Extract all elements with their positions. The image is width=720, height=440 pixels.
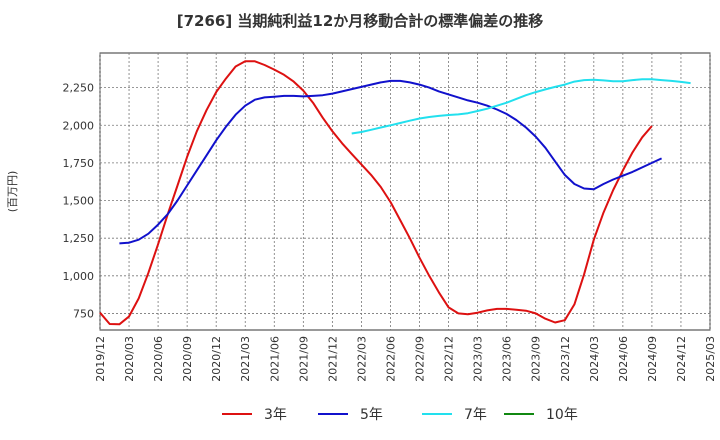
series-line [351,78,691,135]
x-tick-label: 2023/06 [501,336,514,382]
x-tick-label: 2021/03 [239,336,252,382]
legend-label: 7年 [464,407,487,423]
x-tick-label: 2022/12 [443,336,456,382]
x-tick-label: 2023/03 [472,336,485,382]
series-line [119,79,663,245]
series-lines [99,60,691,326]
x-tick-label: 2024/09 [646,336,659,382]
y-tick-label: 1,250 [63,232,95,245]
y-tick-label: 750 [73,307,94,320]
x-tick-label: 2023/09 [530,336,543,382]
x-tick-label: 2024/03 [588,336,601,382]
x-tick-label: 2020/06 [152,336,165,382]
y-tick-label: 2,250 [63,82,95,95]
y-tick-label: 1,750 [63,157,95,170]
x-tick-label: 2025/03 [704,336,717,382]
y-axis-label: (百万円) [6,171,19,213]
legend-label: 10年 [546,407,578,423]
x-tick-label: 2020/03 [123,336,136,382]
y-axis-ticks: 750 1,000 1,250 1,500 1,750 2,000 2,250 [63,82,95,321]
x-tick-label: 2023/12 [559,336,572,382]
x-tick-label: 2020/09 [181,336,194,382]
legend-label: 5年 [360,407,383,423]
legend: 3年 5年 7年 10年 [222,407,578,423]
y-tick-label: 1,000 [63,270,95,283]
x-tick-label: 2022/03 [355,336,368,382]
x-axis-ticks: 2019/12 2020/03 2020/06 2020/09 2020/12 2021/… [94,336,717,382]
chart-title: [7266] 当期純利益12か月移動合計の標準偏差の推移 [176,12,544,30]
x-tick-label: 2021/06 [268,336,281,382]
x-tick-label: 2024/06 [617,336,630,382]
x-tick-label: 2022/06 [384,336,397,382]
x-tick-label: 2021/09 [297,336,310,382]
x-tick-label: 2024/12 [675,336,688,382]
x-tick-label: 2022/09 [414,336,427,382]
x-tick-label: 2019/12 [94,336,107,382]
x-tick-label: 2020/12 [210,336,223,382]
y-tick-label: 2,000 [63,119,95,132]
x-tick-label: 2021/12 [326,336,339,382]
y-tick-label: 1,500 [63,195,95,208]
legend-label: 3年 [264,407,287,423]
plot-area [99,52,711,331]
series-line [99,60,653,326]
